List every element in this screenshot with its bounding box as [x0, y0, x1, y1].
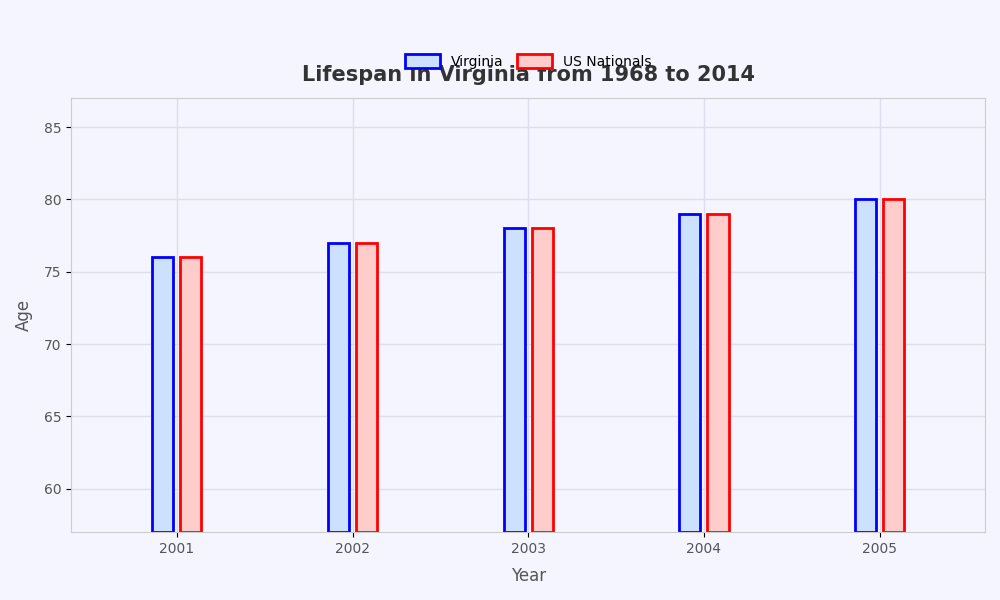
Bar	[883, 199, 904, 532]
X-axis label: Year: Year	[511, 567, 546, 585]
Title: Lifespan in Virginia from 1968 to 2014: Lifespan in Virginia from 1968 to 2014	[302, 65, 755, 85]
Bar	[504, 229, 525, 532]
Bar	[855, 199, 876, 532]
Bar	[180, 257, 201, 532]
Bar	[328, 243, 349, 532]
Bar	[679, 214, 700, 532]
Bar	[532, 229, 553, 532]
Bar	[707, 214, 729, 532]
Bar	[356, 243, 377, 532]
Y-axis label: Age: Age	[15, 299, 33, 331]
Bar	[152, 257, 173, 532]
Legend: Virginia, US Nationals: Virginia, US Nationals	[399, 49, 657, 74]
